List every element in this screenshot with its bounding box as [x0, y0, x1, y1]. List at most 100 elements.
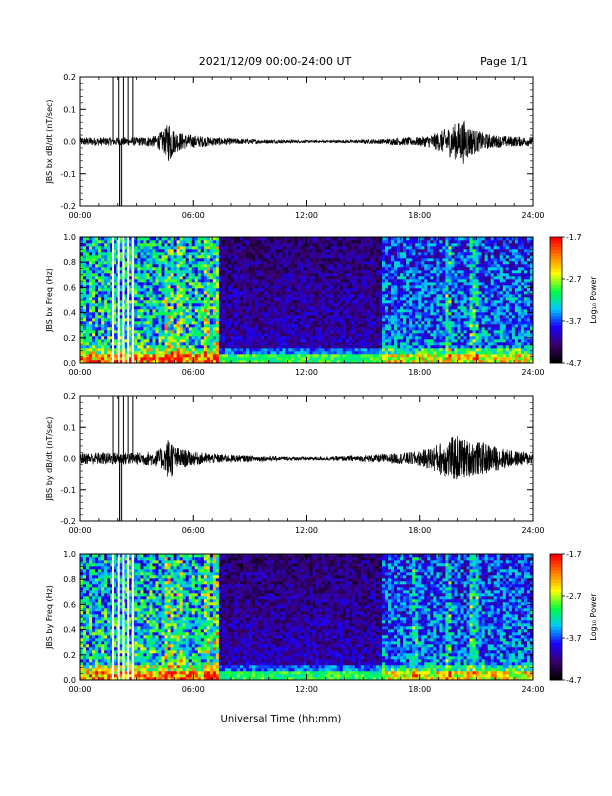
spectrogram-cell — [243, 333, 246, 336]
spectrogram-cell — [364, 324, 367, 327]
spectrogram-cell — [340, 309, 343, 312]
spectrogram-cell — [134, 354, 137, 357]
spectrogram-cell — [297, 264, 300, 267]
spectrogram-cell — [171, 333, 174, 336]
spectrogram-cell — [180, 348, 183, 351]
spectrogram-cell — [297, 306, 300, 309]
spectrogram-cell — [346, 276, 349, 279]
spectrogram-cell — [358, 348, 361, 351]
spectrogram-cell — [358, 324, 361, 327]
spectrogram-cell — [294, 270, 297, 273]
spectrogram-cell — [159, 240, 162, 243]
spectrogram-cell — [331, 264, 334, 267]
spectrogram-cell — [216, 327, 219, 330]
spectrogram-cell — [143, 276, 146, 279]
spectrogram-cell — [310, 267, 313, 270]
spectrogram-cell — [149, 351, 152, 354]
spectrogram-cell — [328, 261, 331, 264]
spectrogram-cell — [237, 318, 240, 321]
spectrogram-cell — [300, 345, 303, 348]
spectrogram-cell — [376, 246, 379, 249]
spectrogram-cell — [349, 297, 352, 300]
spectrogram-cell — [388, 342, 391, 345]
spectrogram-cell — [201, 255, 204, 258]
spectrogram-cell — [285, 318, 288, 321]
spectrogram-cell — [177, 243, 180, 246]
spectrogram-cell — [331, 267, 334, 270]
spectrogram-cell — [367, 303, 370, 306]
spectrogram-cell — [152, 243, 155, 246]
spectrogram-cell — [240, 261, 243, 264]
spectrogram-cell — [252, 342, 255, 345]
spectrogram-cell — [358, 282, 361, 285]
y-tick-label: 0.1 — [63, 105, 76, 114]
spectrogram-cell — [143, 342, 146, 345]
spectrogram-cell — [313, 276, 316, 279]
spectrogram-cell — [397, 267, 400, 270]
spectrogram-cell — [243, 342, 246, 345]
spectrogram-cell — [252, 324, 255, 327]
spectrogram-cell — [412, 243, 415, 246]
spectrogram-cell — [285, 321, 288, 324]
spectrogram-cell — [334, 288, 337, 291]
spectrogram-cell — [249, 357, 252, 360]
spectrogram-cell — [427, 249, 430, 252]
spectrogram-cell — [379, 306, 382, 309]
spectrogram-cell — [159, 273, 162, 276]
spectrogram-cell — [385, 261, 388, 264]
spectrogram-cell — [219, 288, 222, 291]
spectrogram-cell — [282, 276, 285, 279]
spectrogram-cell — [288, 327, 291, 330]
spectrogram-cell — [119, 240, 122, 243]
spectrogram-cell — [355, 312, 358, 315]
spectrogram-cell — [92, 348, 95, 351]
spectrogram-cell — [143, 273, 146, 276]
spectrogram-cell — [388, 297, 391, 300]
spectrogram-cell — [198, 243, 201, 246]
spectrogram-cell — [186, 327, 189, 330]
spectrogram-cell — [337, 345, 340, 348]
spectrogram-cell — [213, 243, 216, 246]
spectrogram-cell — [177, 267, 180, 270]
spectrogram-cell — [352, 249, 355, 252]
spectrogram-cell — [219, 309, 222, 312]
spectrogram-cell — [201, 306, 204, 309]
spectrogram-cell — [204, 297, 207, 300]
spectrogram-cell — [186, 240, 189, 243]
spectrogram-cell — [171, 348, 174, 351]
spectrogram-cell — [340, 303, 343, 306]
spectrogram-cell — [146, 270, 149, 273]
spectrogram-cell — [107, 252, 110, 255]
spectrogram-cell — [159, 354, 162, 357]
spectrogram-cell — [294, 333, 297, 336]
spectrogram-cell — [210, 345, 213, 348]
spectrogram-cell — [249, 264, 252, 267]
spectrogram-cell — [201, 300, 204, 303]
spectrogram-cell — [385, 273, 388, 276]
spectrogram-cell — [376, 342, 379, 345]
spectrogram-cell — [352, 267, 355, 270]
spectrogram-cell — [285, 264, 288, 267]
spectrogram-cell — [303, 273, 306, 276]
spectrogram-cell — [255, 318, 258, 321]
spectrogram-cell — [267, 279, 270, 282]
spectrogram-cell — [261, 285, 264, 288]
spectrogram-cell — [328, 297, 331, 300]
spectrogram-cell — [152, 342, 155, 345]
spectrogram-cell — [107, 315, 110, 318]
spectrogram-cell — [382, 309, 385, 312]
spectrogram-cell — [397, 291, 400, 294]
spectrogram-cell — [162, 240, 165, 243]
spectrogram-cell — [285, 285, 288, 288]
spectrogram-cell — [231, 249, 234, 252]
spectrogram-cell — [225, 339, 228, 342]
spectrogram-cell — [397, 330, 400, 333]
spectrogram-cell — [240, 300, 243, 303]
spectrogram-cell — [234, 318, 237, 321]
spectrogram-cell — [89, 357, 92, 360]
spectrogram-cell — [325, 270, 328, 273]
spectrogram-cell — [285, 255, 288, 258]
spectrogram-cell — [237, 246, 240, 249]
spectrogram-cell — [264, 288, 267, 291]
